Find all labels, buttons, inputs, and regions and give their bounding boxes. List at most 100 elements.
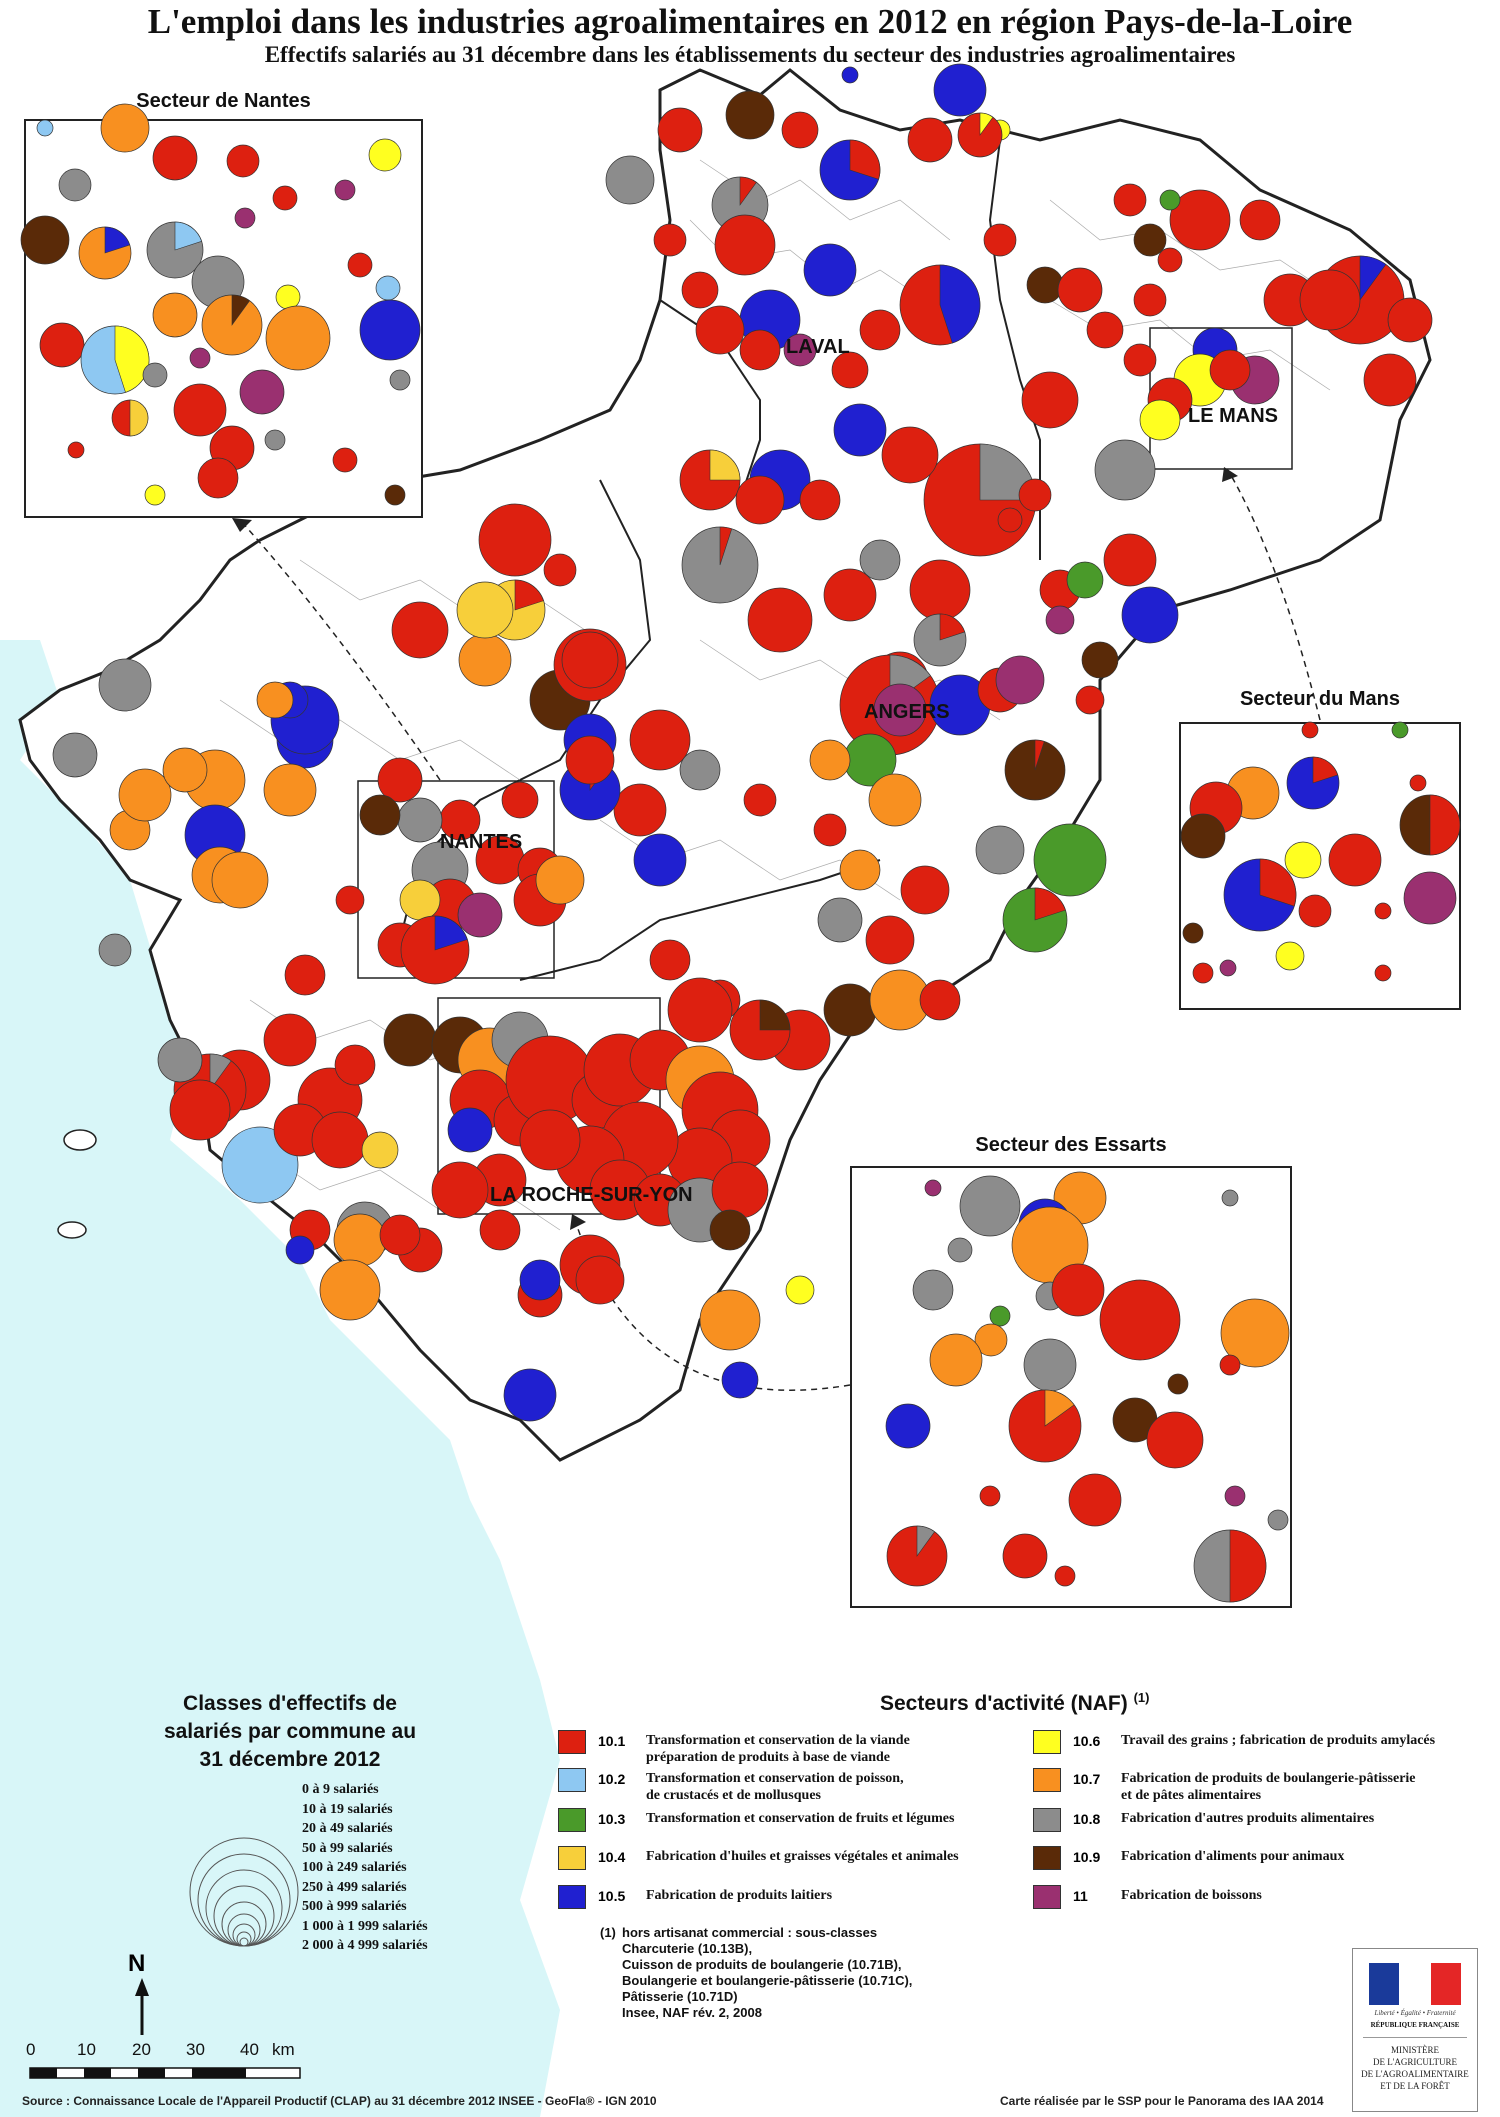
circle-main-sector xyxy=(284,954,326,996)
ile-d-yeu xyxy=(57,1221,87,1239)
inset-circle xyxy=(1374,902,1392,920)
north-label: N xyxy=(128,1950,146,1977)
inset-circle xyxy=(1286,756,1340,810)
circle-main-sector xyxy=(873,683,927,737)
inset-circle xyxy=(1146,1411,1204,1469)
circle-main-sector xyxy=(1182,922,1204,944)
commune-circle xyxy=(913,613,967,667)
circle-main-sector xyxy=(907,117,953,163)
commune-circle xyxy=(263,763,317,817)
circle-main-sector xyxy=(1220,1298,1290,1368)
map-title: L'emploi dans les industries agroaliment… xyxy=(147,2,1353,41)
commune-circle xyxy=(1081,641,1119,679)
commune-circle xyxy=(447,1107,493,1153)
commune-circle xyxy=(739,329,781,371)
circle-main-sector xyxy=(1021,371,1079,429)
circle-main-sector xyxy=(1387,297,1433,343)
atlantic-ocean xyxy=(0,640,560,2117)
circle-main-sector xyxy=(933,63,987,117)
pie-slice xyxy=(1429,794,1461,856)
commune-circle xyxy=(400,915,470,985)
circle-main-sector xyxy=(831,351,869,389)
inset-circle xyxy=(1167,1373,1189,1395)
commune-circle xyxy=(813,813,847,847)
commune-circle xyxy=(503,1368,557,1422)
circle-main-sector xyxy=(1267,1509,1289,1531)
inset-circle xyxy=(1298,894,1332,928)
pie-slice xyxy=(939,613,966,641)
inset-circle xyxy=(144,484,166,506)
pie-slice xyxy=(231,294,251,326)
sector-legend-item: 10.4 Fabrication d'huiles et graisses vég… xyxy=(558,1846,959,1870)
commune-circle xyxy=(809,739,851,781)
commune-circle xyxy=(543,553,577,587)
circle-main-sector xyxy=(1224,1485,1246,1507)
commune-circle xyxy=(633,833,687,887)
inset-circle xyxy=(1002,1533,1048,1579)
inset-circle xyxy=(886,1525,948,1587)
circle-main-sector xyxy=(359,794,401,836)
scale-unit: km xyxy=(272,2040,295,2059)
inset-circle xyxy=(111,399,149,437)
sector-legend-item: 10.7 Fabrication de produits de boulanger… xyxy=(1033,1768,1416,1804)
circle-main-sector xyxy=(1391,721,1409,739)
commune-circle xyxy=(605,155,655,205)
circle-main-sector xyxy=(334,1044,376,1086)
commune-circle xyxy=(478,503,552,577)
circle-main-sector xyxy=(1219,1354,1241,1376)
inset-circle xyxy=(1221,1189,1239,1207)
commune-circle xyxy=(819,139,881,201)
pie-slice xyxy=(916,1525,936,1557)
circle-main-sector xyxy=(974,1323,1008,1357)
commune-circle xyxy=(377,757,423,803)
commune-circle xyxy=(1209,349,1251,391)
circle-main-sector xyxy=(725,90,775,140)
inset-circle xyxy=(359,299,421,361)
region-outline xyxy=(18,68,1432,1462)
circle-main-sector xyxy=(1219,959,1237,977)
ile-de-noirmoutier xyxy=(63,1129,97,1151)
inset-circle xyxy=(389,369,411,391)
pie-slice xyxy=(104,226,131,254)
commune-circle xyxy=(169,1079,231,1141)
circle-main-sector xyxy=(995,655,1045,705)
size-class-label: 100 à 249 salariés xyxy=(302,1860,407,1875)
inset-circle xyxy=(201,294,263,356)
size-class-label: 2 000 à 4 999 salariés xyxy=(302,1938,428,1953)
inset-circle xyxy=(912,1269,954,1311)
circle-main-sector xyxy=(841,66,859,84)
circle-main-sector xyxy=(1066,561,1104,599)
circle-main-sector xyxy=(1133,283,1167,317)
circle-main-sector xyxy=(924,1179,942,1197)
inset-circle xyxy=(67,441,85,459)
pie-slice xyxy=(1034,739,1045,771)
commune-circle xyxy=(1239,199,1281,241)
north-arrow-head xyxy=(135,1978,149,1996)
commune-circle xyxy=(900,865,950,915)
inset-circle xyxy=(332,447,358,473)
circle-main-sector xyxy=(479,1209,521,1251)
commune-circle xyxy=(221,1126,299,1204)
arrow-head-essarts xyxy=(570,1214,586,1230)
commune-circle xyxy=(98,658,152,712)
inset-circle xyxy=(272,185,298,211)
pie-slice xyxy=(739,176,757,206)
commune-circle xyxy=(383,1013,437,1067)
circle-main-sector xyxy=(1121,586,1179,644)
pie-slice xyxy=(1359,255,1387,301)
commune-circle xyxy=(1121,586,1179,644)
sector-code: 10.7 xyxy=(1073,1771,1101,1787)
pie-slice xyxy=(849,139,881,180)
circle-main-sector xyxy=(334,179,356,201)
circle-main-sector xyxy=(256,681,294,719)
commune-circle xyxy=(399,879,441,921)
sector-code: 10.1 xyxy=(598,1733,626,1749)
circle-main-sector xyxy=(667,977,733,1043)
sector-code: 10.3 xyxy=(598,1811,626,1827)
pie-slice xyxy=(209,1053,232,1091)
inset-circle xyxy=(947,1237,973,1263)
ministry-logo: Liberté • Égalité • Fraternité RÉPUBLIQU… xyxy=(1352,1948,1478,2112)
circle-main-sector xyxy=(319,1259,381,1321)
circle-main-sector xyxy=(561,631,619,689)
inset-circle xyxy=(1223,858,1297,932)
